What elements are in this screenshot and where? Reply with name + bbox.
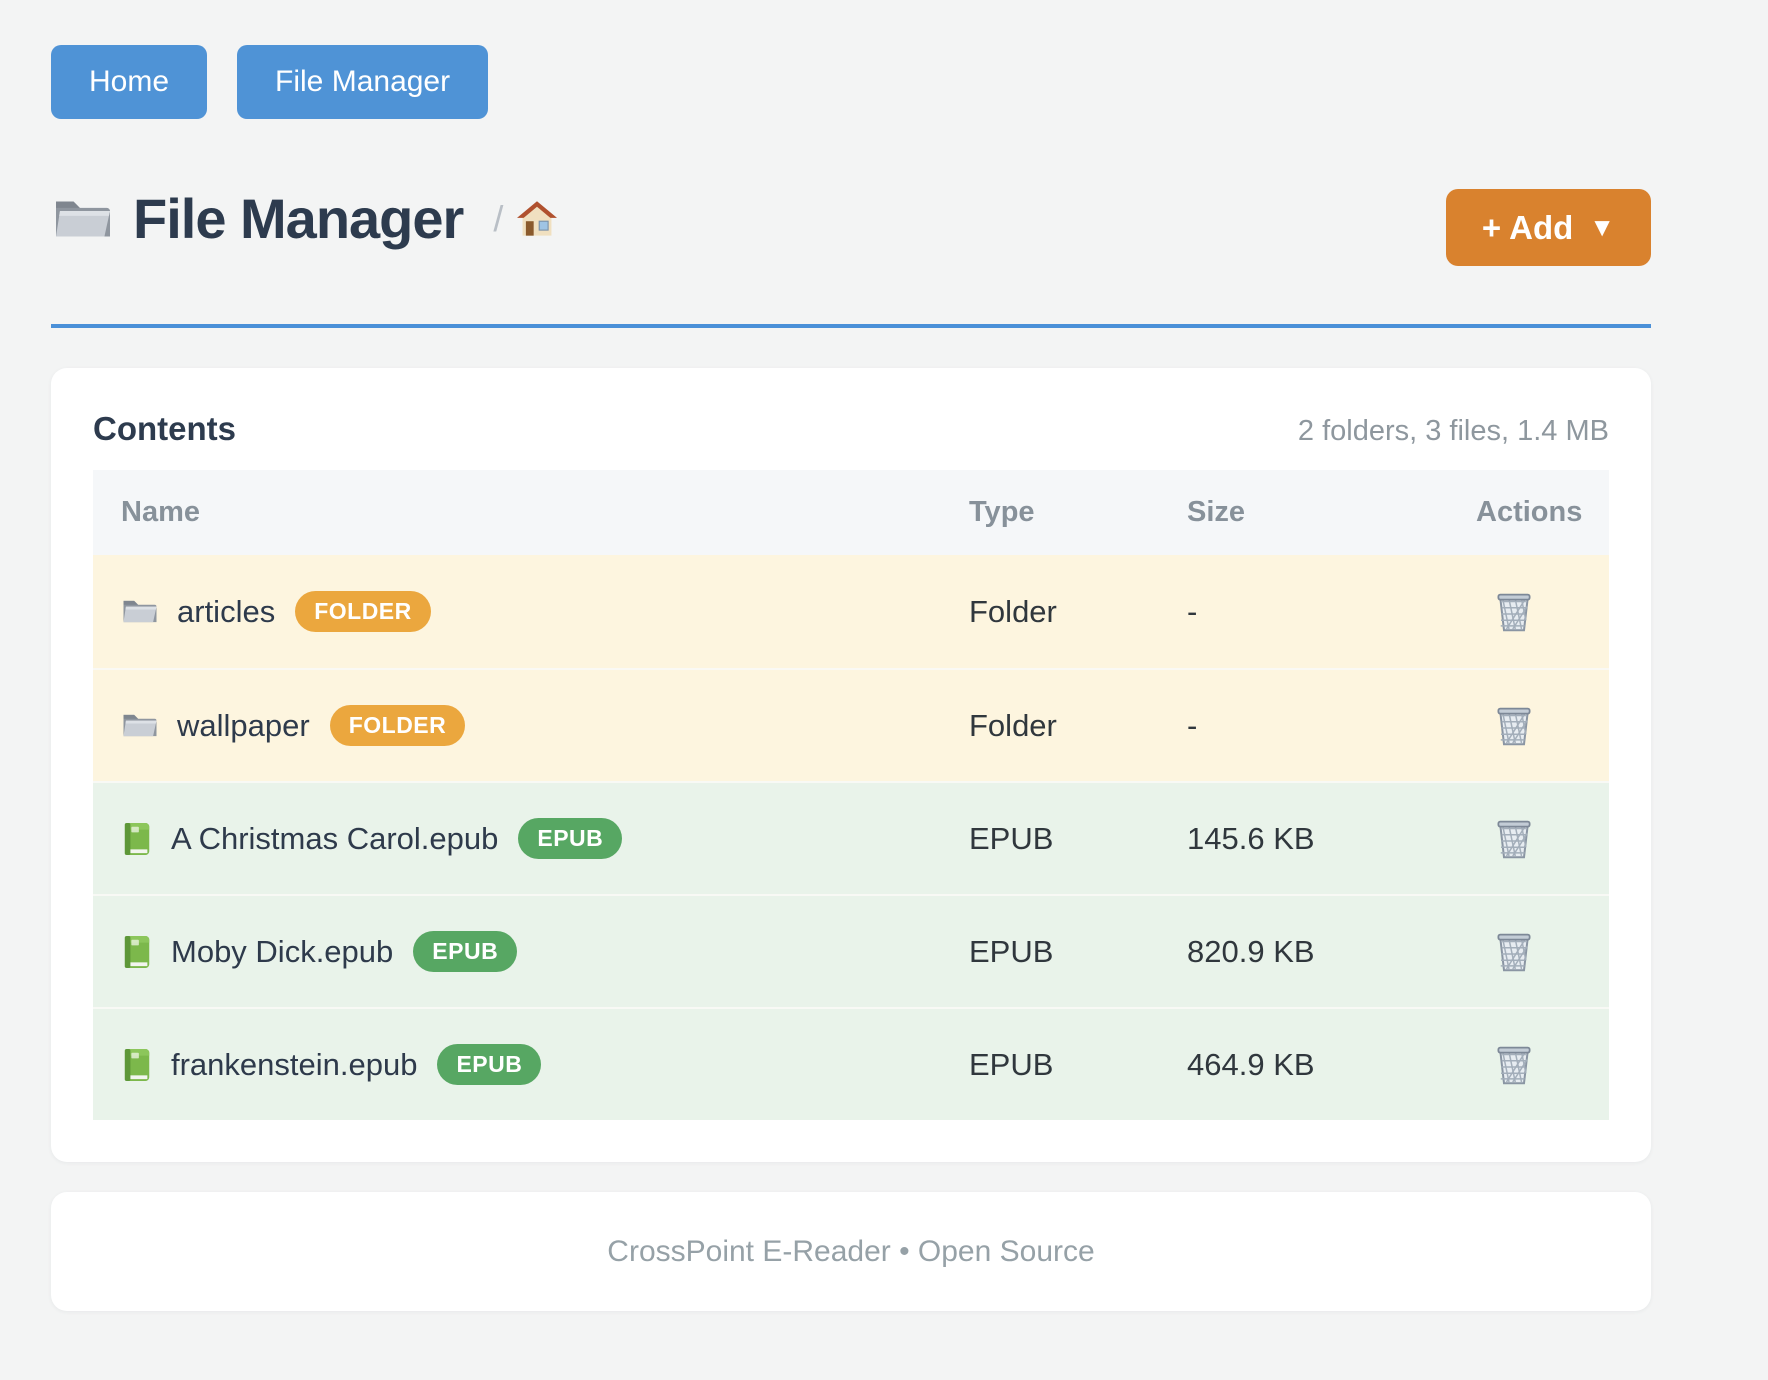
- table-row: frankenstein.epub EPUB EPUB 464.9 KB: [93, 1007, 1609, 1120]
- delete-button[interactable]: [1494, 929, 1534, 974]
- epub-badge: EPUB: [518, 818, 623, 859]
- item-type: Folder: [969, 593, 1057, 629]
- breadcrumb-separator: /: [493, 197, 504, 239]
- book-icon: [124, 1048, 150, 1081]
- column-header-name: Name: [121, 496, 200, 528]
- contents-card: Contents 2 folders, 3 files, 1.4 MB Name…: [51, 368, 1651, 1162]
- item-name[interactable]: frankenstein.epub: [171, 1046, 418, 1082]
- item-size: -: [1187, 593, 1198, 629]
- trash-icon: [1497, 593, 1531, 632]
- folder-icon: [123, 600, 157, 623]
- item-size: 820.9 KB: [1187, 933, 1315, 969]
- item-name[interactable]: wallpaper: [177, 707, 310, 743]
- add-button-label: + Add: [1481, 208, 1574, 246]
- epub-badge: EPUB: [437, 1044, 542, 1085]
- table-row: A Christmas Carol.epub EPUB EPUB 145.6 K…: [93, 781, 1609, 894]
- trash-icon: [1497, 1046, 1531, 1085]
- item-type: EPUB: [969, 820, 1054, 856]
- folder-badge: FOLDER: [295, 591, 431, 632]
- title-group: File Manager /: [51, 186, 558, 251]
- contents-summary: 2 folders, 3 files, 1.4 MB: [1297, 415, 1609, 447]
- item-type: Folder: [969, 707, 1057, 743]
- delete-button[interactable]: [1494, 703, 1534, 748]
- item-type: EPUB: [969, 933, 1054, 969]
- footer: CrossPoint E-Reader • Open Source: [51, 1192, 1651, 1311]
- book-icon: [124, 935, 150, 968]
- contents-title: Contents: [93, 410, 236, 447]
- add-button[interactable]: + Add ▼: [1445, 189, 1651, 266]
- table-header-row: Name Type Size Actions: [93, 470, 1609, 555]
- footer-text: CrossPoint E-Reader • Open Source: [607, 1234, 1095, 1268]
- item-size: 145.6 KB: [1187, 820, 1315, 856]
- item-name[interactable]: Moby Dick.epub: [171, 933, 394, 969]
- folder-badge: FOLDER: [329, 705, 466, 746]
- file-table: Name Type Size Actions articles FOLDER F…: [93, 470, 1609, 1120]
- page-title: File Manager: [133, 187, 464, 250]
- item-name[interactable]: articles: [177, 593, 276, 629]
- chevron-down-icon: ▼: [1589, 212, 1615, 242]
- column-header-size: Size: [1187, 496, 1246, 528]
- folder-icon: [123, 714, 157, 737]
- item-type: EPUB: [969, 1046, 1054, 1082]
- trash-icon: [1497, 820, 1531, 859]
- page: Home File Manager File Manager / + Add ▼…: [51, 0, 1651, 1311]
- column-header-type: Type: [969, 496, 1035, 528]
- epub-badge: EPUB: [413, 931, 518, 972]
- delete-button[interactable]: [1494, 1042, 1534, 1087]
- trash-icon: [1497, 707, 1531, 746]
- column-header-actions: Actions: [1476, 496, 1583, 528]
- folder-icon: [56, 201, 110, 236]
- breadcrumb: /: [493, 197, 558, 240]
- table-row: Moby Dick.epub EPUB EPUB 820.9 KB: [93, 894, 1609, 1007]
- file-manager-button[interactable]: File Manager: [237, 45, 489, 119]
- item-size: 464.9 KB: [1187, 1046, 1315, 1082]
- header-divider: [51, 324, 1651, 328]
- book-icon: [124, 822, 150, 855]
- table-row: articles FOLDER Folder -: [93, 555, 1609, 668]
- top-navigation: Home File Manager: [51, 0, 1651, 119]
- breadcrumb-home-link[interactable]: [517, 200, 558, 238]
- house-icon: [517, 200, 558, 236]
- item-size: -: [1187, 707, 1198, 743]
- delete-button[interactable]: [1494, 589, 1534, 634]
- delete-button[interactable]: [1494, 816, 1534, 861]
- item-name[interactable]: A Christmas Carol.epub: [171, 820, 499, 856]
- table-row: wallpaper FOLDER Folder -: [93, 668, 1609, 781]
- page-header: File Manager / + Add ▼: [51, 171, 1651, 266]
- contents-card-header: Contents 2 folders, 3 files, 1.4 MB: [93, 410, 1609, 448]
- trash-icon: [1497, 933, 1531, 972]
- home-button[interactable]: Home: [51, 45, 208, 119]
